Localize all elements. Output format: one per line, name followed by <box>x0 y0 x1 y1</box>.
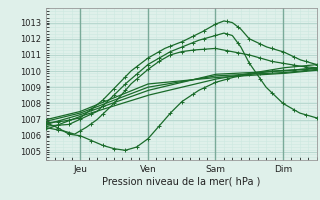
X-axis label: Pression niveau de la mer( hPa ): Pression niveau de la mer( hPa ) <box>102 177 261 187</box>
